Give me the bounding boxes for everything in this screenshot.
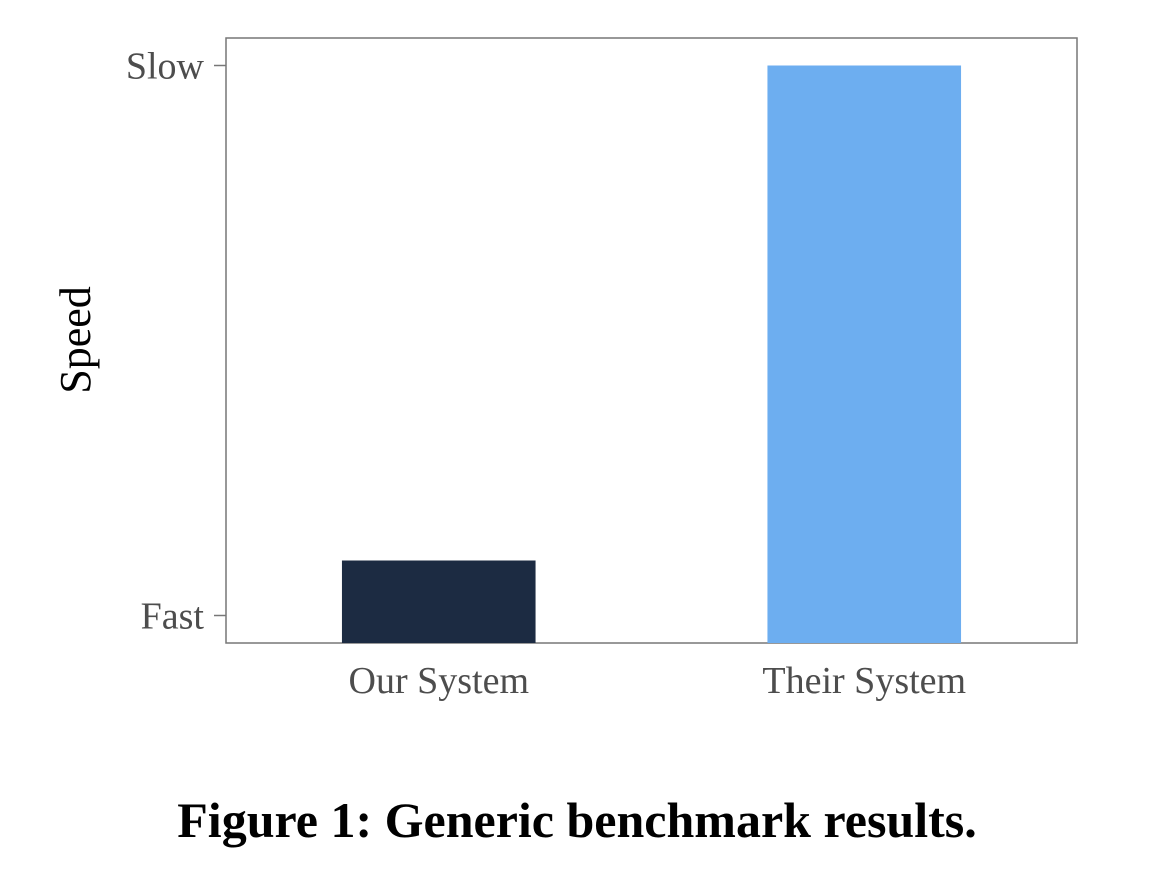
- x-tick-label: Our System: [349, 660, 530, 702]
- y-tick-label: Fast: [141, 596, 205, 638]
- y-axis-label: Speed: [51, 286, 100, 394]
- y-tick-label: Slow: [126, 46, 205, 88]
- bar-their-system: [767, 65, 962, 643]
- bar-our-system: [341, 560, 536, 643]
- figure-caption: Figure 1: Generic benchmark results.: [177, 792, 977, 848]
- bar-chart: Fast Slow Our System Their System Speed: [51, 37, 1078, 702]
- plot-frame: [225, 37, 1078, 644]
- x-tick-label: Their System: [762, 660, 966, 702]
